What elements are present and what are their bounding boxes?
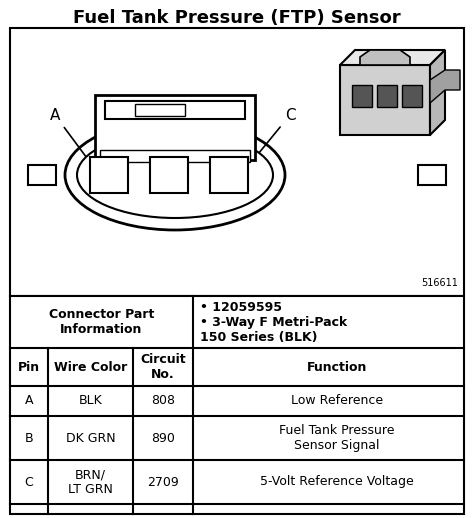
Text: Fuel Tank Pressure (FTP) Sensor: Fuel Tank Pressure (FTP) Sensor	[73, 9, 401, 27]
Bar	[402, 85, 422, 107]
Text: C: C	[247, 108, 295, 168]
Text: Function: Function	[307, 361, 367, 373]
Text: 5-Volt Reference Voltage: 5-Volt Reference Voltage	[260, 476, 414, 488]
Polygon shape	[340, 50, 445, 65]
Text: 890: 890	[151, 431, 175, 444]
Polygon shape	[430, 70, 460, 103]
Bar	[28, 165, 56, 185]
Text: 516611: 516611	[421, 278, 458, 288]
Bar	[377, 85, 397, 107]
Polygon shape	[360, 50, 410, 65]
Bar	[418, 165, 446, 185]
Text: Connector Part
Information: Connector Part Information	[49, 308, 154, 336]
Text: 808: 808	[151, 395, 175, 408]
Bar	[352, 85, 372, 107]
Text: BRN/
LT GRN: BRN/ LT GRN	[68, 468, 113, 496]
Bar	[90, 157, 128, 193]
Bar	[150, 157, 188, 193]
Ellipse shape	[65, 120, 285, 230]
Polygon shape	[430, 50, 445, 135]
Bar	[340, 65, 430, 135]
Text: Low Reference: Low Reference	[291, 395, 383, 408]
Text: A: A	[25, 395, 33, 408]
Bar	[95, 95, 255, 160]
Bar	[100, 150, 250, 162]
Text: Wire Color: Wire Color	[54, 361, 127, 373]
Text: Pin: Pin	[18, 361, 40, 373]
Text: BLK: BLK	[79, 395, 102, 408]
Text: 2709: 2709	[147, 476, 179, 488]
Text: DK GRN: DK GRN	[66, 431, 115, 444]
Bar	[10, 28, 464, 296]
Bar	[10, 296, 464, 514]
Text: • 12059595
• 3-Way F Metri-Pack
150 Series (BLK): • 12059595 • 3-Way F Metri-Pack 150 Seri…	[200, 300, 347, 343]
Bar	[105, 101, 245, 119]
Bar	[210, 157, 248, 193]
Text: A: A	[50, 108, 100, 175]
Text: Circuit
No.: Circuit No.	[140, 353, 186, 381]
Text: Fuel Tank Pressure
Sensor Signal: Fuel Tank Pressure Sensor Signal	[279, 424, 395, 452]
Text: C: C	[25, 476, 33, 488]
Ellipse shape	[77, 132, 273, 218]
Bar	[135, 104, 185, 116]
Text: B: B	[25, 431, 33, 444]
